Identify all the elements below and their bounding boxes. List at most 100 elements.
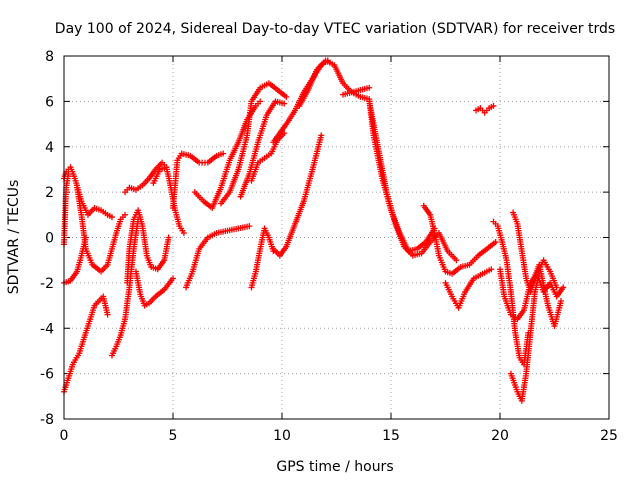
data-point-marker: [246, 223, 253, 230]
track-markers: [236, 118, 250, 144]
track-markers: [78, 214, 89, 250]
track-markers: [271, 132, 282, 144]
track-markers: [154, 288, 166, 299]
track-markers: [548, 270, 559, 289]
track-markers: [446, 249, 458, 262]
track-markers: [523, 332, 534, 375]
series-arc30: [527, 261, 565, 329]
track-markers: [83, 248, 95, 266]
track-markers: [271, 247, 282, 257]
track-markers: [238, 173, 252, 198]
track-markers: [77, 332, 89, 354]
track-markers: [131, 209, 140, 221]
track-markers: [468, 254, 480, 266]
track-markers: [359, 94, 370, 102]
series-arc24: [442, 266, 495, 311]
y-tick-label: 4: [45, 140, 54, 156]
y-tick-label: -2: [40, 276, 54, 292]
track-markers: [68, 270, 79, 282]
series-arc13: [191, 98, 264, 212]
series-arc3: [61, 293, 111, 395]
track-markers: [306, 68, 319, 91]
track-markers: [269, 139, 280, 155]
plot-frame: [63, 55, 610, 420]
track-markers: [207, 231, 218, 240]
track-markers: [114, 334, 123, 348]
track-markers: [518, 357, 526, 366]
track-markers: [199, 159, 208, 166]
track-markers: [292, 200, 306, 225]
track-markers: [262, 227, 271, 239]
track-markers: [249, 161, 261, 182]
x-tick-label: 20: [491, 428, 509, 444]
track-markers: [402, 245, 415, 257]
data-point-marker: [283, 93, 290, 100]
track-markers: [114, 218, 123, 234]
track-markers: [436, 232, 450, 253]
track-markers: [197, 236, 210, 250]
series-arc7: [122, 159, 170, 196]
track-markers: [541, 259, 552, 273]
track-markers: [552, 300, 564, 327]
track-markers: [236, 134, 250, 171]
track-markers: [189, 154, 201, 165]
track-markers: [508, 372, 520, 393]
data-point-marker: [122, 211, 129, 218]
track-markers: [456, 291, 468, 309]
data-point-marker: [108, 214, 115, 221]
track-markers: [527, 291, 538, 334]
track-markers: [215, 151, 224, 159]
track-markers: [71, 352, 81, 366]
y-tick-label: -6: [40, 367, 54, 383]
track-markers: [276, 131, 286, 142]
track-markers: [147, 295, 157, 305]
x-axis-label: GPS time / hours: [276, 459, 393, 475]
track-markers: [375, 145, 390, 193]
data-point-marker: [490, 102, 497, 109]
series-arc12: [183, 223, 253, 291]
series-arc18: [270, 132, 325, 259]
track-markers: [350, 90, 362, 99]
track-markers: [555, 286, 565, 298]
x-tick-label: 5: [169, 428, 178, 444]
track-markers: [141, 177, 151, 187]
track-markers: [156, 259, 166, 271]
data-point-marker: [318, 132, 325, 139]
x-tick-label: 15: [382, 428, 400, 444]
data-point-marker: [257, 98, 264, 105]
track-markers: [473, 271, 484, 281]
track-markers: [436, 254, 448, 273]
track-markers: [267, 81, 279, 92]
track-markers: [193, 190, 205, 203]
track-markers: [244, 100, 255, 137]
data-point-marker: [180, 229, 187, 236]
track-markers: [100, 208, 109, 217]
track-markers: [210, 186, 224, 209]
track-markers: [342, 89, 353, 97]
series-arc11: [170, 150, 227, 212]
track-markers: [138, 293, 147, 307]
track-markers: [510, 313, 519, 321]
track-markers: [63, 278, 72, 286]
track-markers: [139, 225, 150, 257]
series-arc25: [473, 102, 497, 116]
data-point-marker: [104, 311, 111, 318]
track-markers: [184, 270, 195, 289]
y-tick-label: -4: [40, 321, 54, 337]
series-arc27: [507, 270, 543, 404]
x-tick-label: 25: [600, 428, 618, 444]
track-markers: [126, 218, 137, 250]
track-markers: [99, 263, 109, 273]
track-markers: [519, 250, 529, 280]
track-markers: [324, 58, 336, 67]
track-markers: [93, 205, 102, 213]
track-markers: [463, 277, 476, 293]
track-markers: [278, 245, 289, 257]
track-markers: [110, 345, 119, 357]
track-markers: [151, 168, 162, 184]
track-markers: [144, 254, 154, 268]
track-markers: [485, 240, 497, 251]
track-markers: [301, 168, 315, 202]
